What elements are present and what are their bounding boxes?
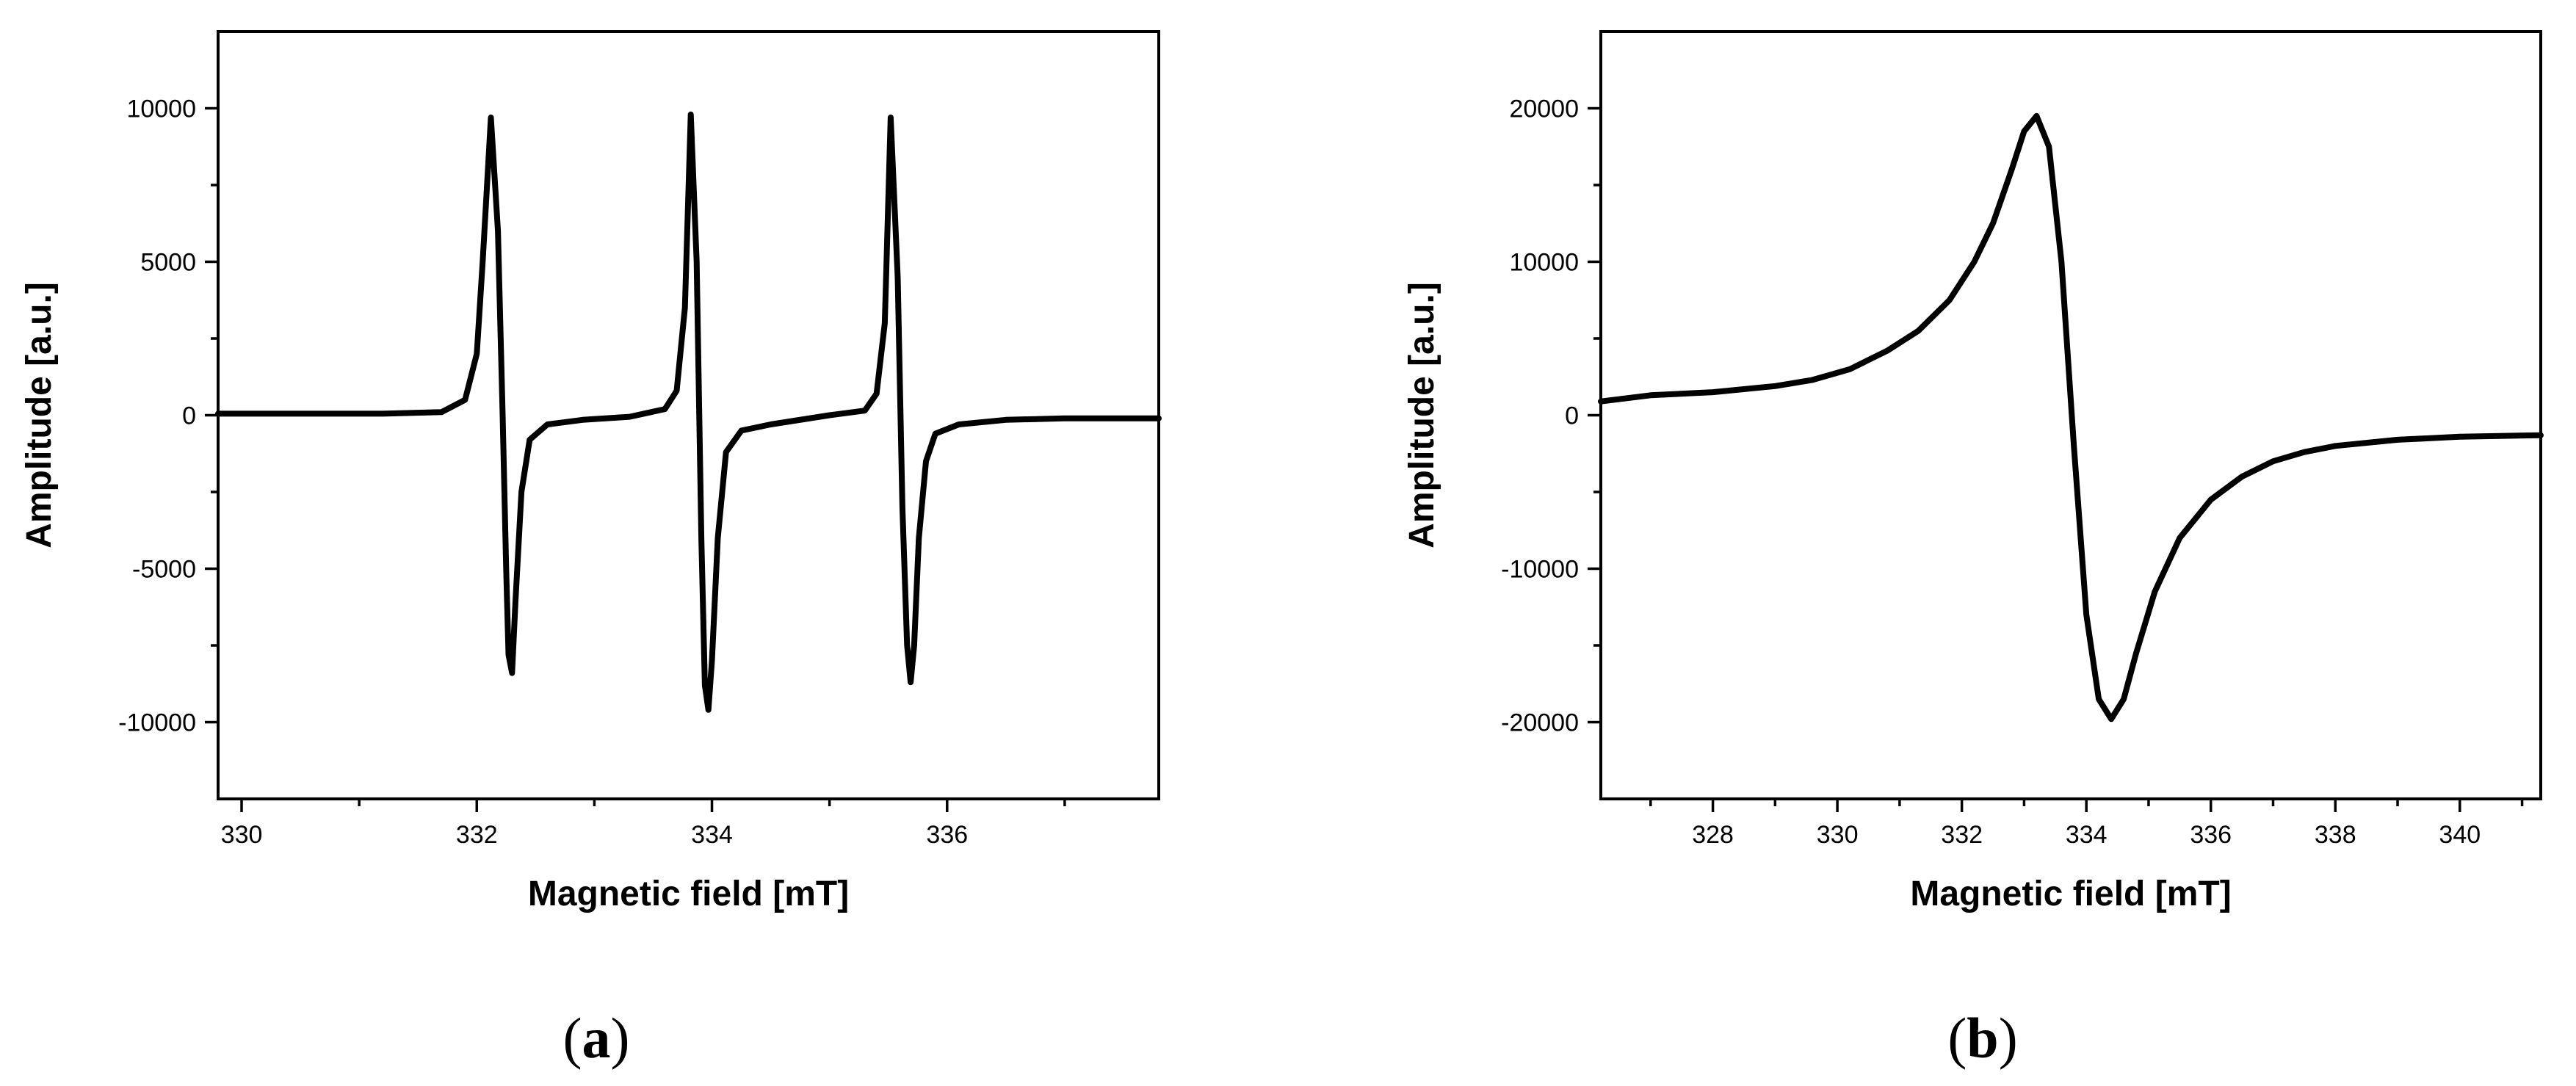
x-tick-label: 334 [691,821,733,849]
x-tick-label: 330 [221,821,263,849]
panel-label-letter: b [1967,1006,1998,1070]
x-axis-title: Magnetic field [mT] [1910,875,2231,913]
y-tick-label: 0 [1565,402,1579,430]
x-tick-label: 340 [2439,821,2481,849]
x-tick-label: 332 [1941,821,1983,849]
series-line [215,111,1162,713]
y-tick-label: -20000 [1501,709,1579,737]
y-axis-title: Amplitude [a.u.] [20,282,59,549]
y-tick-label: 20000 [1509,95,1579,123]
y-tick-label: 10000 [1509,249,1579,277]
panel-label-close-paren: ) [611,1006,630,1070]
x-tick-label: 336 [926,821,968,849]
y-axis-title: Amplitude [a.u.] [1403,282,1441,549]
panel-label-open-paren: ( [1947,1006,1967,1070]
y-tick-label: -10000 [118,709,196,737]
x-axis-title: Magnetic field [mT] [528,875,849,913]
panel-label: (a) [563,1006,630,1070]
y-tick-label: -10000 [1501,556,1579,584]
x-tick-label: 338 [2315,821,2356,849]
panel-label: (b) [1947,1006,2017,1070]
x-tick-label: 328 [1692,821,1734,849]
chart-panel-b: 328 330 332 334 336 338 340 20000 10000 0 -10000 -2… [1403,30,2544,1070]
panel-label-letter: a [582,1006,611,1070]
y-tick-label: -5000 [132,556,196,584]
x-tick-label: 330 [1817,821,1859,849]
series-line [1598,112,2544,723]
panel-label-close-paren: ) [1999,1006,2018,1070]
x-tick-label: 336 [2190,821,2232,849]
chart-panel-a: 330 332 334 336 10000 5000 0 -5000 -10000 Magneti… [20,30,1162,1070]
panel-label-open-paren: ( [563,1006,582,1070]
x-tick-label: 334 [2066,821,2108,849]
y-tick-label: 0 [182,402,196,430]
x-tick-label: 332 [456,821,498,849]
y-tick-label: 5000 [140,249,196,277]
y-tick-label: 10000 [126,95,196,123]
